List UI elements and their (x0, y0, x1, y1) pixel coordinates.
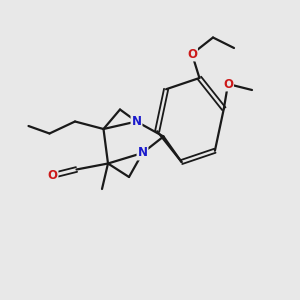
Text: N: N (131, 115, 142, 128)
Text: O: O (223, 77, 233, 91)
Text: N: N (137, 146, 148, 160)
Text: O: O (187, 47, 197, 61)
Text: O: O (47, 169, 58, 182)
